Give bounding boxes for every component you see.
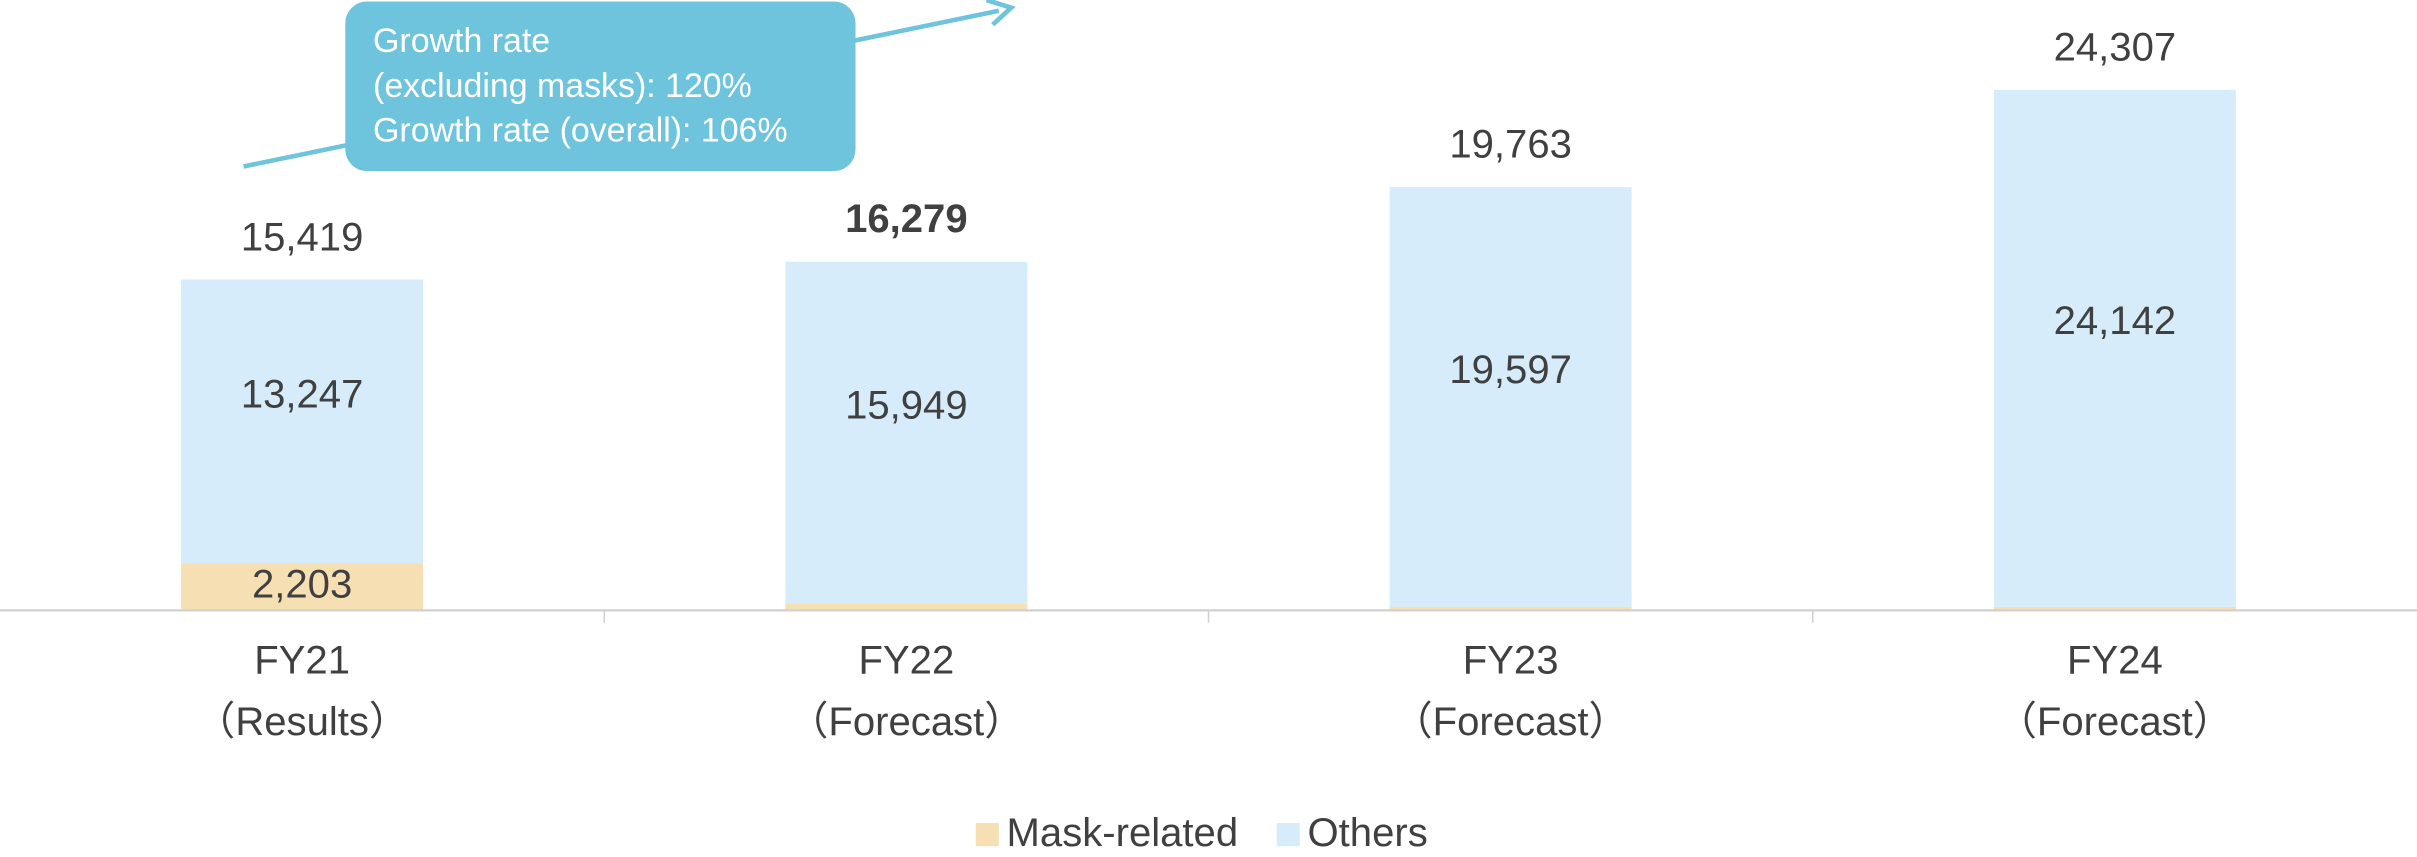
value-label: 24,142 <box>2054 299 2177 343</box>
bar-segment <box>785 603 1028 611</box>
total-label: 19,763 <box>1449 123 1572 167</box>
legend-label: Others <box>1308 811 1428 855</box>
total-label: 15,419 <box>241 216 364 260</box>
annotation-text: (excluding masks): 120% <box>373 67 752 105</box>
bar-segment <box>181 563 424 611</box>
total-label: 24,307 <box>2054 25 2177 69</box>
x-tick-label: FY21 <box>254 638 350 682</box>
value-label: 15,949 <box>845 383 968 427</box>
bar-segment <box>1389 606 1632 611</box>
legend-swatch <box>1276 823 1300 847</box>
x-tick-label: FY24 <box>2067 638 2163 682</box>
bar-segment <box>1389 187 1632 607</box>
value-label: 19,597 <box>1449 348 1572 392</box>
bar-segment <box>181 279 424 564</box>
x-tick-label: （Forecast） <box>1393 700 1629 744</box>
x-tick-label: FY22 <box>858 638 954 682</box>
bar-segment <box>1993 89 2236 607</box>
value-label: 2,203 <box>252 562 352 606</box>
x-tick-label: （Forecast） <box>788 700 1024 744</box>
annotation-box <box>345 1 856 172</box>
x-tick-label: FY23 <box>1463 638 1559 682</box>
arrow-head <box>985 0 1016 27</box>
bar-segment <box>785 261 1028 604</box>
annotation-text: Growth rate (overall): 106% <box>373 112 788 150</box>
x-tick-label: （Forecast） <box>1997 700 2233 744</box>
bar-segment <box>1993 606 2236 611</box>
annotation-text: Growth rate <box>373 22 550 60</box>
x-tick-label: （Results） <box>195 700 409 744</box>
value-label: 13,247 <box>241 372 364 416</box>
legend-label: Mask-related <box>1007 811 1239 855</box>
legend-swatch <box>975 823 999 847</box>
total-label: 16,279 <box>845 197 968 241</box>
